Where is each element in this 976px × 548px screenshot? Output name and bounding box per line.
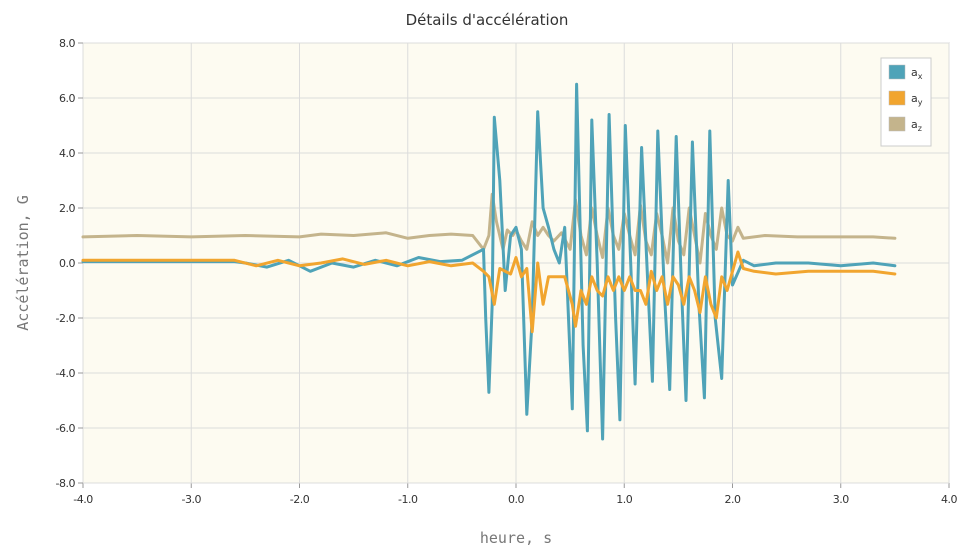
- legend-label-ay: ay: [911, 92, 923, 107]
- legend-label-subscript: x: [918, 72, 923, 81]
- x-tick-label: -3.0: [182, 493, 202, 506]
- chart-title: Détails d'accélération: [406, 11, 569, 29]
- legend-label-main: a: [911, 118, 918, 131]
- y-tick-label: 2.0: [59, 202, 75, 215]
- legend-label-ax: ax: [911, 66, 923, 81]
- x-tick-label: 2.0: [725, 493, 741, 506]
- series-line-ay: [81, 250, 897, 334]
- y-tick-label: -8.0: [56, 477, 76, 490]
- legend-label-main: a: [911, 92, 918, 105]
- y-tick-label: 8.0: [59, 37, 75, 50]
- legend-swatch-az: [888, 116, 906, 132]
- legend-box: [880, 57, 932, 147]
- y-tick-label: 0.0: [59, 257, 75, 270]
- legend-label-az: az: [911, 118, 922, 133]
- x-tick-label: 4.0: [941, 493, 957, 506]
- y-tick-label: -2.0: [56, 312, 76, 325]
- series-line-ax: [81, 82, 897, 441]
- legend-swatch-ax: [888, 64, 906, 80]
- tick-labels: -4.0 -3.0 -2.0 -1.0 0.0 1.0 2.0 3.0 4.0 8.0 6.0 4.0…: [56, 37, 958, 506]
- y-tick-label: -4.0: [56, 367, 76, 380]
- x-tick-label: -2.0: [290, 493, 310, 506]
- series-layer: [81, 82, 897, 441]
- legend-swatch-ay: [888, 90, 906, 106]
- x-tick-label: 3.0: [833, 493, 849, 506]
- x-tick-label: -4.0: [73, 493, 93, 506]
- legend-label-subscript: z: [918, 124, 922, 133]
- legend-label-main: a: [911, 66, 918, 79]
- x-tick-label: 1.0: [616, 493, 632, 506]
- y-tick-label: -6.0: [56, 422, 76, 435]
- x-axis-label: heure, s: [480, 529, 552, 547]
- y-axis-label: Accélération, G: [14, 195, 32, 330]
- y-tick-label: 6.0: [59, 92, 75, 105]
- y-tick-label: 4.0: [59, 147, 75, 160]
- legend-label-subscript: y: [918, 98, 923, 107]
- x-tick-label: 0.0: [508, 493, 524, 506]
- x-tick-label: -1.0: [398, 493, 418, 506]
